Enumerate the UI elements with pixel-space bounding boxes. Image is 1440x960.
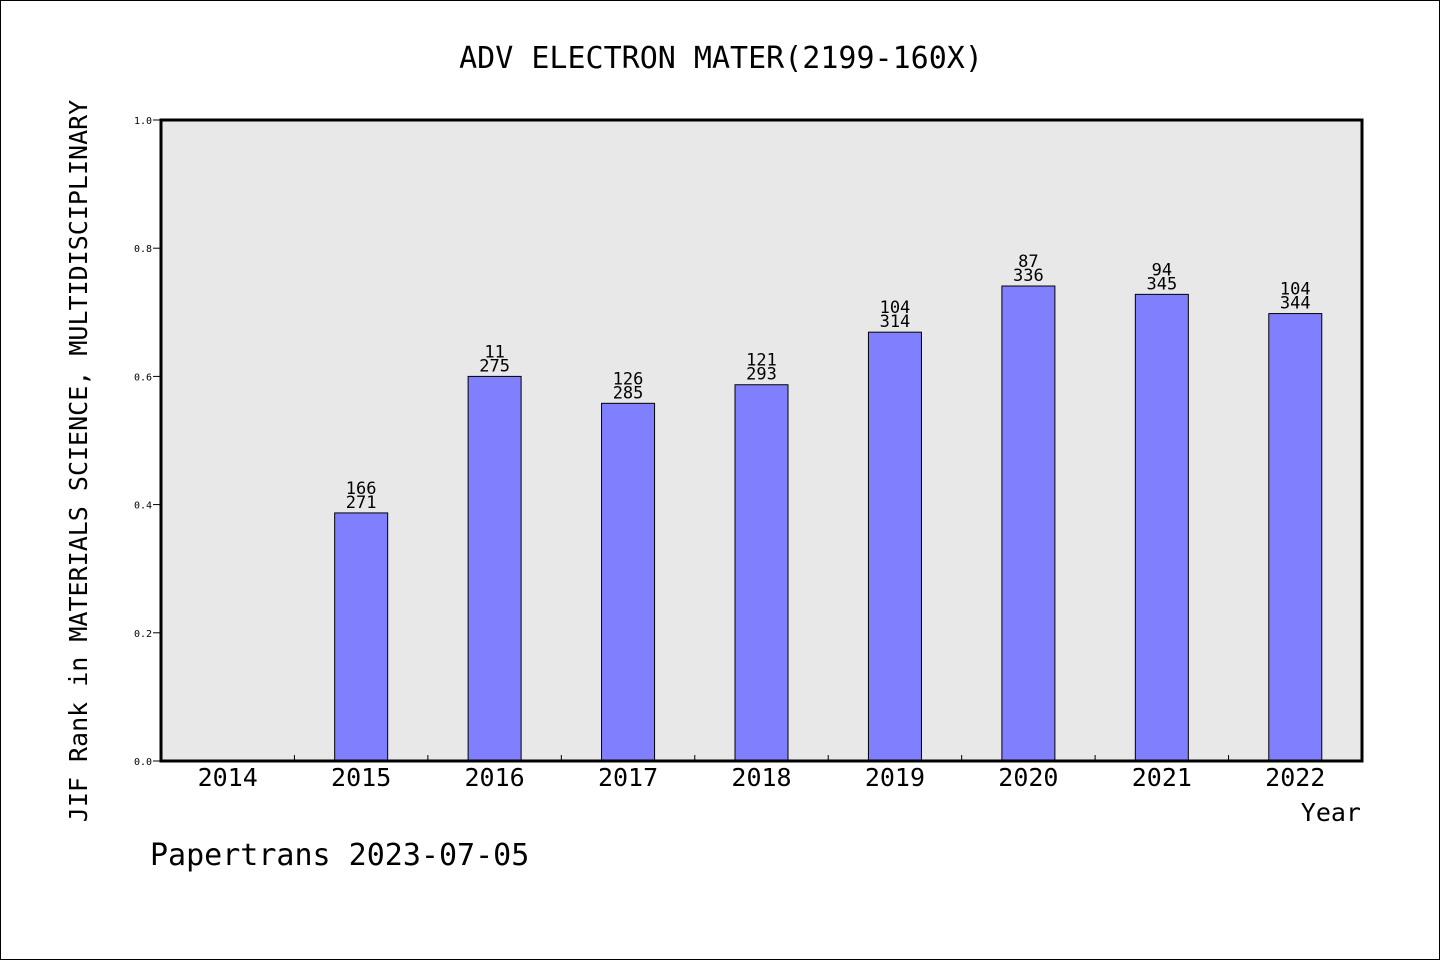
bar-total-label: 336 [1013, 266, 1044, 286]
x-axis-label: Year [1301, 798, 1361, 827]
bar [1134, 293, 1189, 762]
bar-total-label: 271 [346, 493, 377, 513]
bar [1001, 285, 1056, 762]
x-tick-label: 2018 [731, 763, 791, 792]
y-tick-label: 1.0 [134, 116, 152, 127]
x-tick-label: 2017 [598, 763, 658, 792]
bar-rank-label: 104 [1280, 280, 1311, 300]
bar-rank-label: 87 [1018, 252, 1038, 272]
x-tick-label: 2022 [1265, 763, 1325, 792]
bar-total-label: 275 [479, 356, 510, 376]
bar-rank-label: 11 [484, 342, 504, 362]
bar-rank-label: 121 [746, 351, 777, 371]
x-tick-label: 2021 [1132, 763, 1192, 792]
bar-rank-label: 166 [346, 479, 377, 499]
bar [601, 402, 656, 762]
y-tick-label: 0.8 [134, 244, 152, 255]
y-tick-label: 0.6 [134, 372, 152, 383]
bar [867, 331, 922, 762]
x-tick-label: 2019 [865, 763, 925, 792]
bar [734, 384, 789, 762]
x-tick-label: 2020 [998, 763, 1058, 792]
bar-total-label: 314 [880, 312, 911, 332]
x-tick-label: 2015 [331, 763, 391, 792]
y-tick-label: 0.4 [134, 501, 152, 512]
bar-rank-label: 104 [880, 298, 911, 318]
x-tick-label: 2016 [465, 763, 525, 792]
bar-total-label: 344 [1280, 294, 1311, 314]
bar [334, 512, 389, 762]
footer-credit: Papertrans 2023-07-05 [150, 838, 529, 873]
y-tick-label: 0.2 [134, 629, 152, 640]
bar [1268, 313, 1323, 762]
bar [467, 375, 522, 762]
bar-total-label: 285 [613, 383, 644, 403]
plot-frame [159, 118, 1364, 763]
bar-rank-label: 94 [1152, 260, 1172, 280]
bar-rank-label: 126 [613, 369, 644, 389]
axes: 2014 2015 2016 2017 2018 2019 2020 2021 2022 0.0 0… [134, 116, 1325, 792]
x-tick-label: 2014 [198, 763, 258, 792]
bar-total-label: 293 [746, 365, 777, 385]
y-axis-label: JIF Rank in MATERIALS SCIENCE, MULTIDISC… [64, 100, 93, 822]
bar-total-label: 345 [1146, 274, 1177, 294]
y-tick-label: 0.0 [134, 757, 152, 768]
chart-title: ADV ELECTRON MATER(2199-160X) [459, 41, 983, 76]
